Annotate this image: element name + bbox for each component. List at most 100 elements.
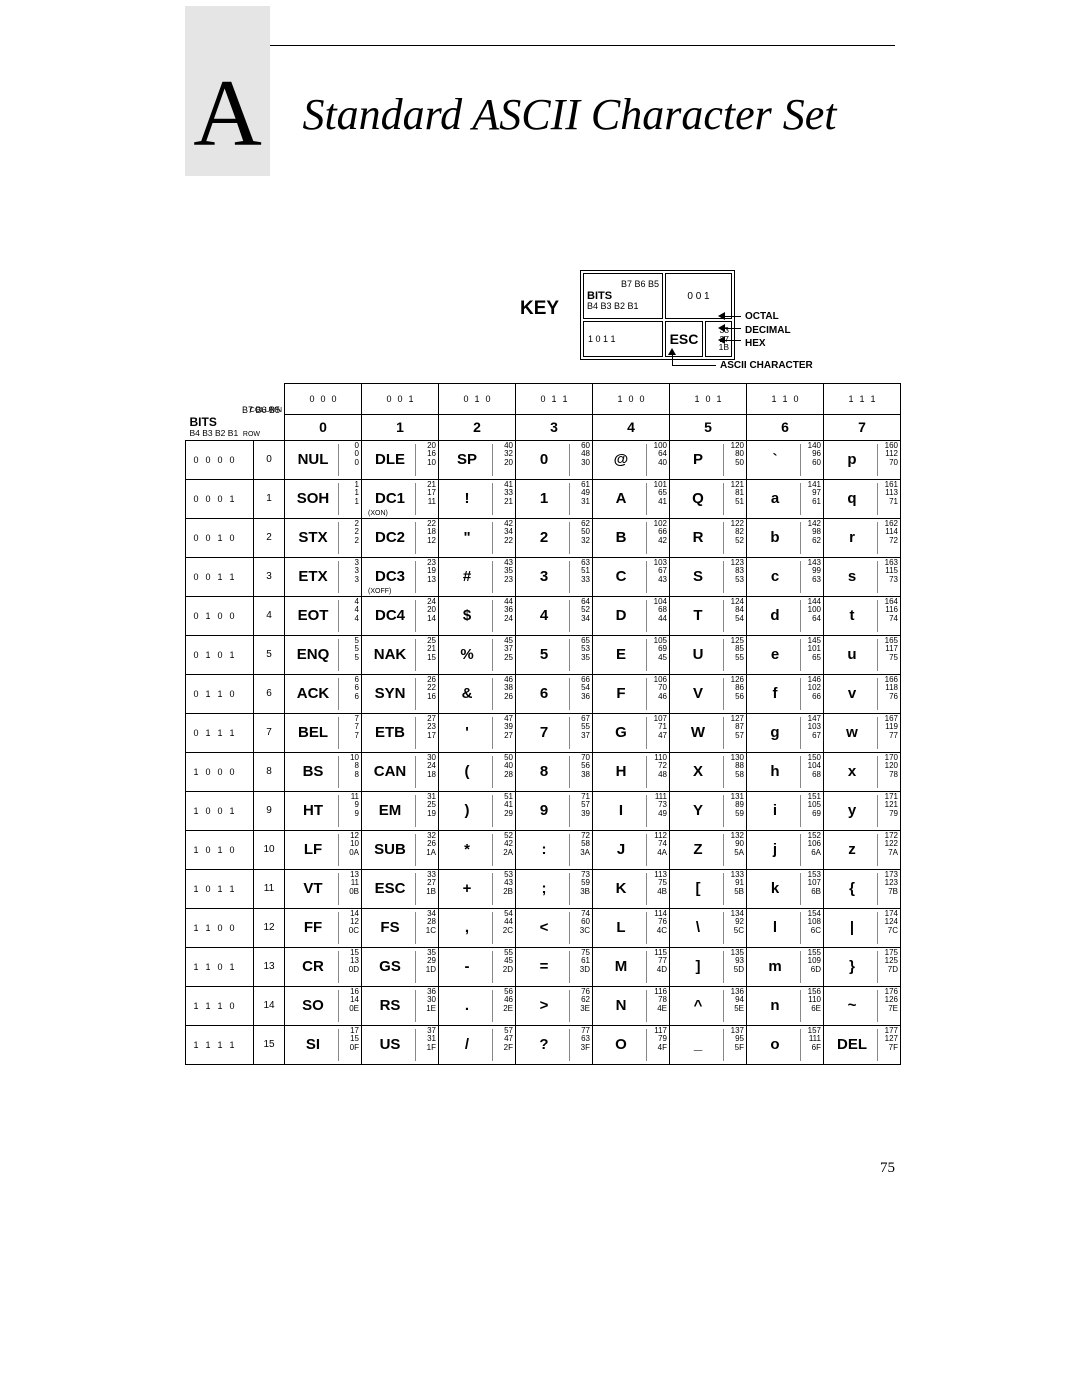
ascii-cell: "423422	[439, 518, 516, 557]
ascii-cell: l1541086C	[747, 908, 824, 947]
ascii-codes: 55452D	[503, 949, 513, 975]
ascii-char: b	[753, 519, 797, 557]
ascii-codes: 16211472	[885, 520, 898, 546]
ascii-codes: 514129	[504, 793, 513, 819]
ascii-cell: ETB272317	[362, 713, 439, 752]
ascii-cell: +53432B	[439, 869, 516, 908]
ascii-codes: 113754B	[654, 871, 667, 897]
page: A Standard ASCII Character Set KEY B7 B6…	[0, 0, 1080, 1397]
header-bit-triple: 111	[824, 384, 901, 415]
header-bit-triple: 100	[593, 384, 670, 415]
ascii-codes: 137955F	[731, 1027, 744, 1053]
ascii-codes: 54442C	[503, 910, 513, 936]
ascii-cell: ;73593B	[516, 869, 593, 908]
ascii-codes: 1088	[350, 754, 359, 780]
ascii-cell: ESC33271B	[362, 869, 439, 908]
ascii-char: L	[599, 909, 643, 947]
table-row: 10008BS1088CAN302418(5040288705638H11072…	[186, 752, 901, 791]
ascii-cell: O117794F	[593, 1025, 670, 1064]
ascii-cell: W1278757	[670, 713, 747, 752]
row-bits: 1000	[186, 752, 254, 791]
ascii-char: D	[599, 597, 643, 635]
ascii-cell: ETX333	[285, 557, 362, 596]
ascii-char: EOT	[291, 597, 335, 635]
ascii-char: GS	[368, 948, 412, 986]
ascii-cell: x17012078	[824, 752, 901, 791]
ascii-codes: 112744A	[654, 832, 667, 858]
table-row: 01015ENQ555NAK252115%4537255655335E10569…	[186, 635, 901, 674]
ascii-cell: /57472F	[439, 1025, 516, 1064]
ascii-cell: j1521066A	[747, 830, 824, 869]
row-number: 8	[254, 752, 285, 791]
table-row: 00011SOH111DC1211711(XON)!4133211614931A…	[186, 479, 901, 518]
ascii-char: 7	[522, 714, 566, 752]
ascii-char: ]	[676, 948, 720, 986]
table-row: 01117BEL777ETB272317'4739277675537G10771…	[186, 713, 901, 752]
ascii-codes: 132905A	[731, 832, 744, 858]
row-number: 12	[254, 908, 285, 947]
ascii-char: u	[830, 636, 874, 674]
header-col-number: 3	[516, 414, 593, 440]
ascii-char: 1	[522, 480, 566, 518]
row-bits: 1011	[186, 869, 254, 908]
ascii-char: c	[753, 558, 797, 596]
ascii-codes: 1046844	[654, 598, 667, 624]
ascii-cell: DLE201610	[362, 440, 439, 479]
ascii-cell: LF12100A	[285, 830, 362, 869]
ascii-char: V	[676, 675, 720, 713]
ascii-char: 0	[522, 441, 566, 479]
ascii-codes: 136945E	[731, 988, 744, 1014]
ascii-char: ^	[676, 987, 720, 1025]
ascii-cell: e14510165	[747, 635, 824, 674]
ascii-cell: VT13110B	[285, 869, 362, 908]
header-bit-triple: 101	[670, 384, 747, 415]
header-bit-triple: 000	[285, 384, 362, 415]
ascii-codes: 17012078	[885, 754, 898, 780]
ascii-codes: 117794F	[654, 1027, 667, 1053]
ascii-codes: 16611876	[885, 676, 898, 702]
ascii-char: SI	[291, 1026, 335, 1064]
ascii-char: '	[445, 714, 489, 752]
ascii-char: C	[599, 558, 643, 596]
row-number: 15	[254, 1025, 285, 1064]
ascii-cell: H1107248	[593, 752, 670, 791]
ascii-codes: 262216	[427, 676, 436, 702]
ascii-char: m	[753, 948, 797, 986]
header-bit-triple: 010	[439, 384, 516, 415]
ascii-char: M	[599, 948, 643, 986]
ascii-char: !	[445, 480, 489, 518]
ascii-cell: N116784E	[593, 986, 670, 1025]
ascii-cell: GS35291D	[362, 947, 439, 986]
ascii-cell: NUL000	[285, 440, 362, 479]
ascii-char: F	[599, 675, 643, 713]
ascii-char: A	[599, 480, 643, 518]
row-bits: 0101	[186, 635, 254, 674]
ascii-char: FS	[368, 909, 412, 947]
ascii-codes: 1541086C	[808, 910, 821, 936]
ascii-cell: R1228252	[670, 518, 747, 557]
ascii-char: 5	[522, 636, 566, 674]
ascii-char: P	[676, 441, 720, 479]
ascii-char: Q	[676, 480, 720, 518]
ascii-codes: 37311F	[427, 1027, 436, 1053]
ascii-cell: US37311F	[362, 1025, 439, 1064]
ascii-codes: 201610	[427, 442, 436, 468]
ascii-char: ETX	[291, 558, 335, 596]
ascii-cell: u16511775	[824, 635, 901, 674]
ascii-char: H	[599, 753, 643, 791]
ascii-sub: (XOFF)	[368, 588, 391, 595]
ascii-cell: DEL1771277F	[824, 1025, 901, 1064]
ascii-codes: 675537	[581, 715, 590, 741]
ascii-char: CR	[291, 948, 335, 986]
ascii-codes: 76623E	[580, 988, 590, 1014]
ascii-char: :	[522, 831, 566, 869]
header-col-number: 0	[285, 414, 362, 440]
ascii-cell: i15110569	[747, 791, 824, 830]
ascii-cell: L114764C	[593, 908, 670, 947]
ascii-cell: SI17150F	[285, 1025, 362, 1064]
ascii-codes: 1308858	[731, 754, 744, 780]
ascii-codes: 655335	[581, 637, 590, 663]
row-bits: 0110	[186, 674, 254, 713]
ascii-char: @	[599, 441, 643, 479]
ascii-char: SP	[445, 441, 489, 479]
